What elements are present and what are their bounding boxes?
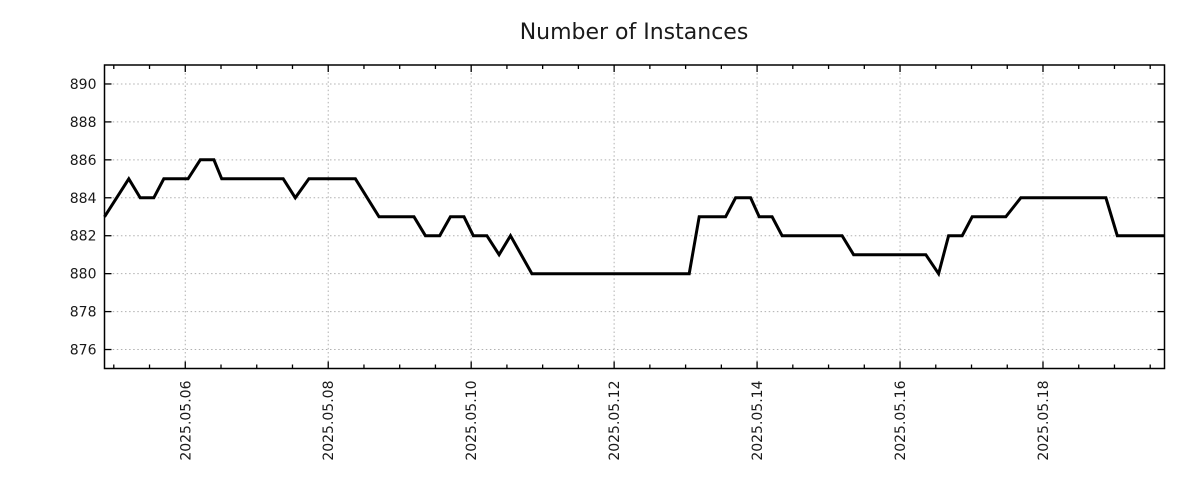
series-line	[103, 158, 1165, 278]
chart-title: Number of Instances	[520, 20, 749, 45]
x-tick-label: 2025.05.12	[607, 381, 623, 461]
plot-area: 876 878 880 882 884 886 888 890 2025.05.06 2025.0…	[70, 64, 1166, 461]
x-tick-label: 2025.05.08	[321, 381, 337, 461]
y-tick-label: 882	[70, 229, 97, 245]
y-tick-label: 876	[70, 343, 97, 359]
x-tick-label: 2025.05.16	[893, 380, 909, 460]
y-tick-label: 884	[70, 191, 97, 207]
x-tick-label: 2025.05.14	[750, 380, 766, 460]
y-tick-label: 888	[70, 115, 97, 131]
y-tick-label: 878	[70, 305, 97, 321]
x-tick-label: 2025.05.06	[178, 380, 194, 460]
x-tick-label: 2025.05.10	[464, 381, 480, 461]
y-tick-label: 886	[70, 153, 97, 169]
y-tick-label: 890	[70, 77, 97, 93]
x-tick-label: 2025.05.18	[1036, 381, 1052, 461]
y-tick-label: 880	[70, 267, 97, 283]
